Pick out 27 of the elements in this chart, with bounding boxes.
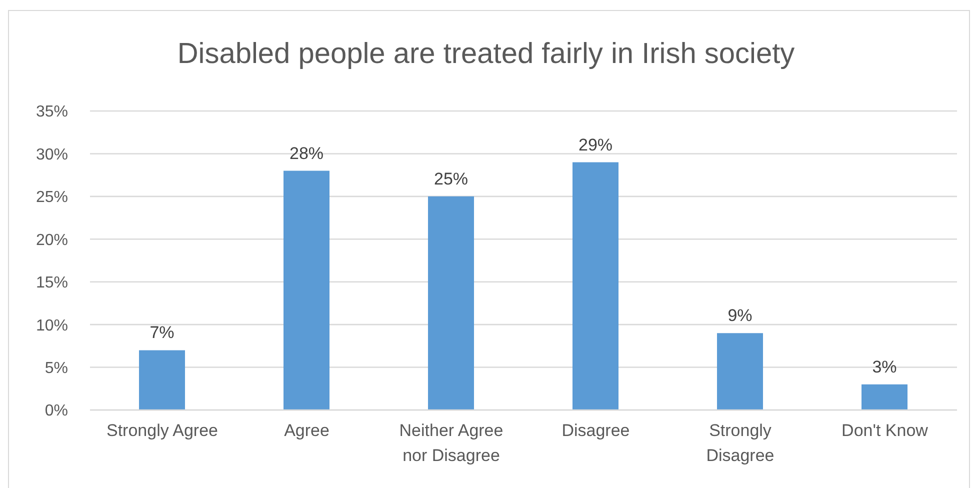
y-tick-label: 30% [36,146,68,164]
y-tick-label: 35% [36,104,68,121]
bar [284,170,330,410]
data-label: 29% [578,135,613,154]
chart-title: Disabled people are treated fairly in Irish society [176,37,796,72]
x-tick-label: Neither Agree nor Disagree [399,421,504,466]
bar [428,196,474,410]
data-label: 7% [150,323,174,342]
bar [572,162,618,410]
x-tick-label: Strongly Agree [106,421,218,440]
x-tick-label: Agree [284,421,330,440]
x-tick-label: Don't Know [842,421,929,440]
bar [862,384,908,410]
data-label: 3% [872,357,897,376]
y-tick-label: 10% [36,317,68,334]
data-label: 25% [434,169,468,188]
data-label: 28% [289,144,324,163]
x-tick-label: Strongly Disagree [706,421,774,466]
y-tick-label: 20% [36,232,68,249]
x-tick-label: Disagree [562,421,630,440]
bar [717,333,763,410]
bar [139,350,185,410]
y-tick-label: 0% [44,402,68,420]
y-tick-label: 25% [36,189,68,206]
data-label: 9% [728,306,752,326]
y-tick-label: 5% [44,360,68,377]
y-tick-label: 15% [36,274,68,292]
